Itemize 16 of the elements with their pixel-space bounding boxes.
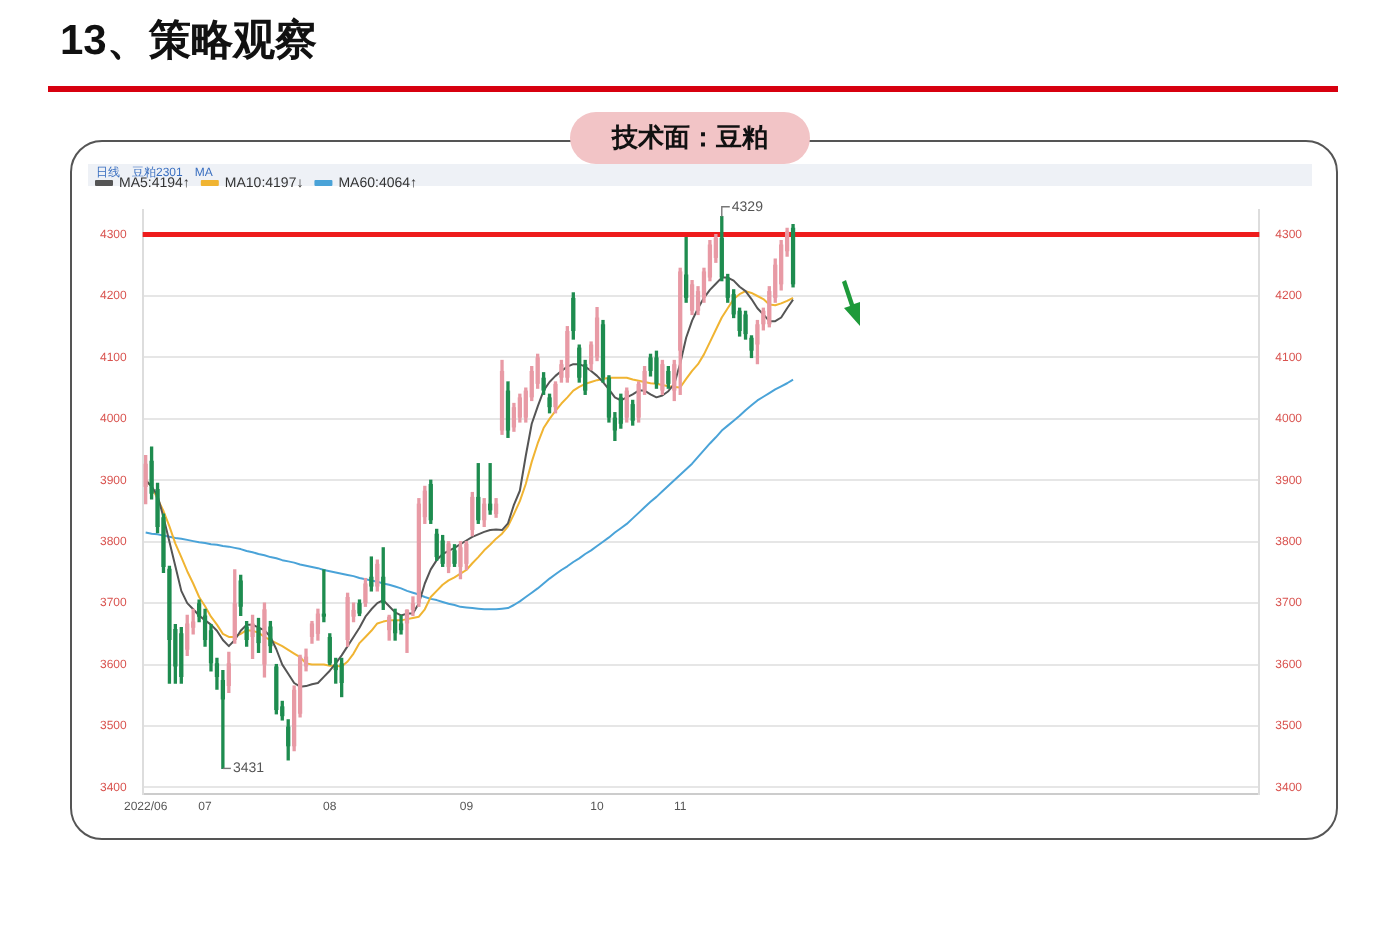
candlestick — [446, 541, 451, 574]
candlestick — [268, 620, 273, 653]
candlestick — [250, 614, 255, 660]
candlestick — [452, 544, 457, 567]
candlestick — [357, 599, 362, 617]
candlestick — [654, 350, 659, 389]
chart-subtitle: 技术面：豆粕 — [570, 112, 810, 164]
candlestick — [660, 359, 665, 395]
candlestick — [458, 541, 463, 580]
candlestick — [345, 592, 350, 647]
candlestick — [262, 602, 267, 678]
candlestick — [321, 569, 326, 623]
chart-title: 13、策略观察 — [60, 15, 317, 68]
candlestick — [464, 541, 469, 571]
candlestick — [256, 617, 261, 653]
candlestick — [363, 577, 368, 607]
